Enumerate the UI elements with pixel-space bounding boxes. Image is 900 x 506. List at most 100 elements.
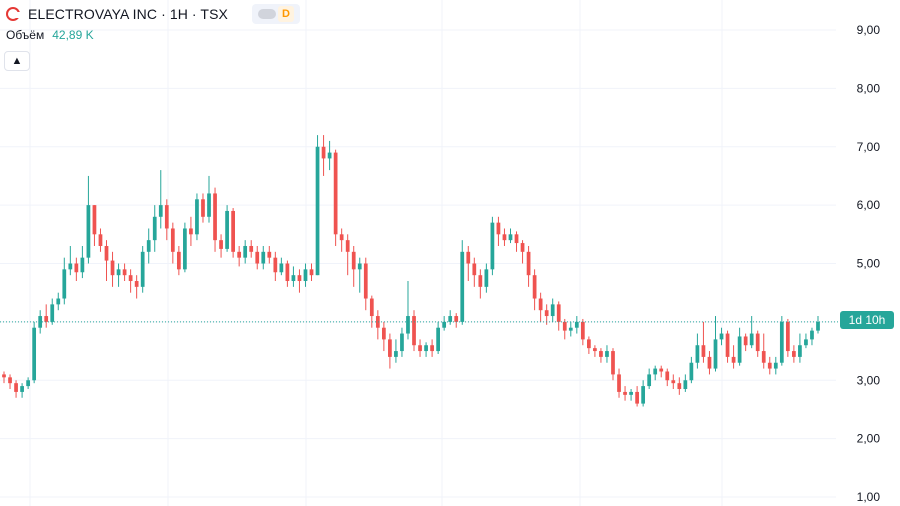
y-tick-label: 7,00 [857,140,881,154]
candle-body [677,383,682,390]
candle-body [587,339,591,349]
candle-body [381,327,386,340]
candle-body [605,351,609,357]
candle-body [56,298,61,305]
candle-body [749,333,754,346]
candle-body [689,362,694,381]
candle-body [448,316,453,322]
candle-body [279,263,284,273]
candle-body [816,321,820,331]
candle-body [92,205,97,235]
candle-body [635,391,639,404]
candle-body [170,228,175,252]
candle-body [363,263,368,299]
candle-body [430,345,434,352]
candle-body [285,263,290,282]
candle-body [98,234,103,246]
candle-body [357,263,362,270]
candle-body [2,374,6,378]
candle-body [134,281,139,287]
candle-body [810,330,814,340]
candle-body [412,316,416,346]
candle-body [665,371,670,381]
candle-body [725,333,730,357]
candle-body [731,356,736,363]
candle-body [804,339,808,346]
candle-body [267,251,272,258]
candle-body [683,380,688,390]
candle-body [50,304,55,322]
candle-body [255,251,260,264]
delay-badge: D [277,6,294,22]
candle-body [472,263,477,276]
candle-body [369,298,374,317]
candle-body [755,333,760,352]
candle-body [436,327,441,352]
candle-body [568,327,573,331]
y-tick-label: 1,00 [857,490,881,504]
candle-body [195,199,199,235]
candle-body [339,234,344,241]
candle-body [80,257,85,273]
candle-body [333,152,338,235]
candle-body [611,351,615,375]
candle-body [502,234,507,241]
candle-body [207,193,211,217]
candle-body [315,146,320,276]
candle-body [526,251,531,276]
candle-body [466,251,471,264]
candle-body [761,351,766,363]
candle-body [562,321,567,331]
y-tick-label: 8,00 [857,81,881,95]
candle-body [701,345,706,357]
candle-body [550,304,555,317]
candle-body [26,380,30,387]
candle-body [261,251,266,264]
candle-body [400,333,404,352]
collapse-legend-button[interactable]: ▲ [4,51,30,71]
candle-body [490,222,495,270]
candle-body [713,339,718,369]
countdown-price-tag: 1d 10h [840,311,894,329]
candle-body [38,316,43,328]
candle-body [773,362,778,369]
candle-body [176,251,181,270]
market-status[interactable]: D [251,4,300,24]
candle-body [671,380,676,384]
candle-body [538,298,543,311]
candle-body [484,269,489,287]
candle-body [629,391,633,395]
candle-body [44,316,49,322]
candle-body [792,351,796,357]
candle-body [798,345,802,357]
y-tick-label: 3,00 [857,373,881,387]
candle-body [418,345,422,352]
candle-body [647,374,652,387]
candle-body [743,336,748,346]
grid-lines [0,0,836,506]
candle-body [514,234,519,244]
candle-body [68,263,73,270]
candle-body [520,243,525,252]
candle-body [152,216,157,241]
candle-body [599,351,603,357]
candle-body [641,386,646,404]
y-tick-label: 5,00 [857,257,881,271]
candle-body [623,391,627,395]
candle-body [158,205,163,217]
candle-body [303,269,308,282]
candle-body [785,321,790,352]
volume-label: Объём [6,28,45,42]
candle-body [707,356,712,369]
candle-body [779,321,784,363]
candle-body [128,275,133,282]
candle-body [345,240,350,252]
candle-body [140,251,145,287]
candle-body [767,362,772,369]
symbol-title[interactable]: ELECTROVAYA INC · 1H · TSX [28,6,228,22]
candle-body [478,275,483,287]
candle-body [327,152,332,159]
candle-body [719,333,724,340]
candle-body [201,199,205,217]
